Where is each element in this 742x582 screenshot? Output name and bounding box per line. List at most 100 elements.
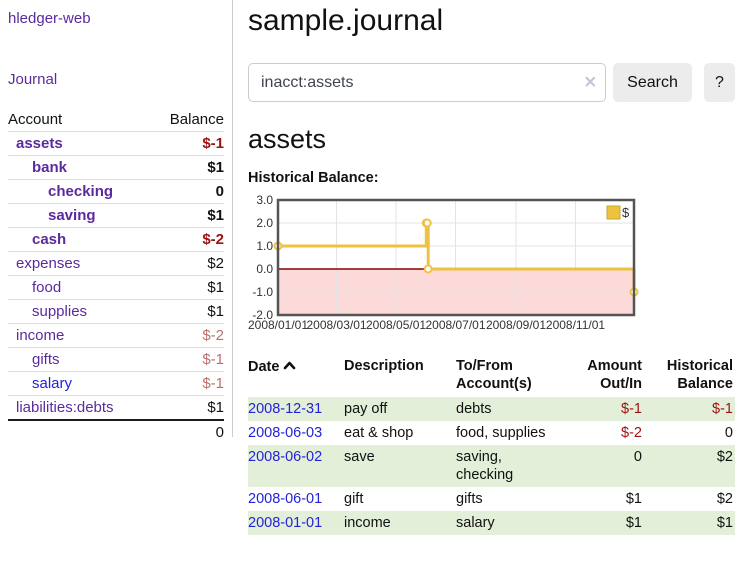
transaction-balance-cell: $2 bbox=[716, 491, 733, 507]
account-balance: $1 bbox=[150, 395, 224, 420]
account-link[interactable]: salary bbox=[32, 375, 73, 392]
account-row: food $1 bbox=[8, 275, 224, 300]
x-tick-label: 2008/05/01 bbox=[366, 318, 426, 332]
account-cell: liabilities:debts bbox=[8, 395, 151, 420]
y-tick-label: 0.0 bbox=[256, 262, 273, 276]
account-link[interactable]: assets bbox=[16, 135, 63, 152]
account-balance: $1 bbox=[150, 155, 224, 180]
transaction-date-link[interactable]: 2008-06-01 bbox=[248, 491, 323, 507]
account-link[interactable]: liabilities:debts bbox=[16, 399, 114, 416]
transaction-date-cell: 2008-12-31 bbox=[248, 397, 344, 421]
account-link[interactable]: expenses bbox=[16, 255, 81, 272]
x-tick-label: 2008/07/01 bbox=[425, 318, 485, 332]
sidebar-item-journal[interactable]: Journal bbox=[8, 71, 58, 88]
account-link[interactable]: saving bbox=[48, 207, 96, 224]
account-cell: bank bbox=[8, 155, 151, 180]
account-row: cash $-2 bbox=[8, 227, 224, 252]
transaction-row: 2008-06-01 gift gifts $1 $2 bbox=[248, 487, 735, 511]
account-cell: income bbox=[8, 323, 151, 348]
legend-label: $ bbox=[622, 205, 630, 220]
account-link[interactable]: food bbox=[32, 279, 62, 296]
account-link[interactable]: supplies bbox=[32, 303, 88, 320]
transaction-date-link[interactable]: 2008-12-31 bbox=[248, 401, 323, 417]
clear-search-icon[interactable]: ✕ bbox=[583, 74, 597, 92]
account-balance: $1 bbox=[150, 203, 224, 228]
account-balance: $2 bbox=[150, 251, 224, 276]
account-cell: salary bbox=[8, 371, 151, 396]
transaction-date-link[interactable]: 2008-06-02 bbox=[248, 449, 323, 465]
account-link[interactable]: income bbox=[16, 327, 65, 344]
account-balance: $-2 bbox=[150, 323, 224, 348]
search-form: ✕ Search ? bbox=[248, 63, 735, 102]
y-tick-label: -1.0 bbox=[252, 285, 273, 299]
transaction-balance-cell: $-1 bbox=[712, 401, 733, 417]
account-row: gifts $-1 bbox=[8, 347, 224, 372]
plot-border bbox=[276, 198, 636, 317]
transaction-row: 2008-06-02 save saving, checking 0 $2 bbox=[248, 445, 735, 487]
x-tick-label: 2008/09/01 bbox=[486, 318, 546, 332]
account-row: income $-2 bbox=[8, 323, 224, 348]
transaction-date-link[interactable]: 2008-06-03 bbox=[248, 425, 323, 441]
account-balance: 0 bbox=[150, 179, 224, 204]
transaction-accounts-cell: food, supplies bbox=[456, 425, 546, 441]
transaction-amount-cell: $1 bbox=[625, 515, 642, 531]
help-button[interactable]: ? bbox=[704, 63, 735, 102]
transaction-balance-cell: 0 bbox=[724, 425, 733, 441]
x-tick-label: 2008/01/01 bbox=[248, 318, 308, 332]
account-balance: $-1 bbox=[150, 371, 224, 396]
search-button[interactable]: Search bbox=[613, 63, 692, 102]
account-row: saving $1 bbox=[8, 203, 224, 228]
transactions-table: Date Description To/From Account(s) Amou… bbox=[248, 353, 735, 535]
transactions-header-amount: Amount Out/In bbox=[587, 358, 642, 392]
x-tick-label: 2008/11/01 bbox=[546, 318, 605, 332]
data-point-marker bbox=[422, 218, 432, 228]
accounts-total-spacer bbox=[8, 419, 151, 444]
transactions-header-date[interactable]: Date bbox=[248, 353, 344, 397]
account-link[interactable]: bank bbox=[32, 159, 68, 176]
transaction-description-cell: pay off bbox=[344, 401, 388, 417]
transaction-amount-cell: $1 bbox=[625, 491, 642, 507]
account-row: checking 0 bbox=[8, 179, 224, 204]
y-tick-label: -2.0 bbox=[252, 308, 273, 322]
account-cell: supplies bbox=[8, 299, 151, 324]
transaction-description-cell: eat & shop bbox=[344, 425, 414, 441]
account-cell: food bbox=[8, 275, 151, 300]
account-cell: checking bbox=[8, 179, 151, 204]
transaction-date-cell: 2008-01-01 bbox=[248, 511, 344, 535]
account-balance: $-1 bbox=[150, 347, 224, 372]
account-row: expenses $2 bbox=[8, 251, 224, 276]
account-balance: $1 bbox=[150, 299, 224, 324]
search-input[interactable] bbox=[248, 63, 606, 102]
transaction-row: 2008-06-03 eat & shop food, supplies $-2 0 bbox=[248, 421, 735, 445]
app-title-link[interactable]: hledger-web bbox=[8, 10, 91, 27]
account-row: liabilities:debts $1 bbox=[8, 395, 224, 420]
transaction-row: 2008-01-01 income salary $1 $1 bbox=[248, 511, 735, 535]
transaction-amount-cell: 0 bbox=[633, 449, 642, 465]
chart-heading: Historical Balance: bbox=[248, 170, 379, 186]
account-heading: assets bbox=[248, 124, 327, 154]
account-link[interactable]: gifts bbox=[32, 351, 60, 368]
account-cell: cash bbox=[8, 227, 151, 252]
account-cell: saving bbox=[8, 203, 151, 228]
account-row: salary $-1 bbox=[8, 371, 224, 396]
transactions-header-row: Date Description To/From Account(s) Amou… bbox=[248, 353, 735, 397]
y-tick-label: 1.0 bbox=[256, 239, 273, 253]
transaction-date-link[interactable]: 2008-01-01 bbox=[248, 515, 323, 531]
transaction-balance-cell: $1 bbox=[716, 515, 733, 531]
account-cell: assets bbox=[8, 131, 151, 156]
account-balance: $-1 bbox=[150, 131, 224, 156]
account-link[interactable]: cash bbox=[32, 231, 67, 248]
account-cell: gifts bbox=[8, 347, 151, 372]
transaction-description-cell: income bbox=[344, 515, 391, 531]
x-tick-label: 2008/03/01 bbox=[306, 318, 366, 332]
accounts-header-balance: Balance bbox=[169, 111, 224, 128]
account-row: bank $1 bbox=[8, 155, 224, 180]
chevron-up-icon bbox=[283, 357, 296, 375]
account-link[interactable]: checking bbox=[48, 183, 114, 200]
transaction-accounts-cell: saving, checking bbox=[456, 449, 514, 483]
chart-canvas: $3.0 2.0 1.0 0.0 -1.0 -2.02008/01/012008/03/0… bbox=[248, 193, 639, 332]
accounts-table: Account Balance assets $-1 bank $1 checking 0… bbox=[8, 108, 224, 444]
page-title: sample.journal bbox=[248, 4, 444, 37]
y-tick-label: 2.0 bbox=[256, 216, 273, 230]
accounts-table-body: assets $-1 bank $1 checking 0 saving $1 cash $-2 e… bbox=[8, 131, 224, 420]
